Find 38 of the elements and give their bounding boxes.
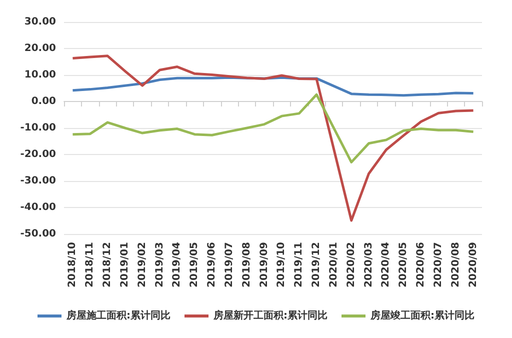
- x-tick-label: 2020/09: [468, 242, 479, 288]
- legend-label: 房屋施工面积:累计同比: [66, 310, 170, 322]
- x-tick-label: 2019/03: [154, 242, 166, 288]
- x-tick-label: 2018/11: [84, 242, 96, 288]
- y-tick-label: 0.00: [31, 96, 56, 107]
- y-tick-label: -40.00: [20, 202, 56, 213]
- y-tick-label: -20.00: [20, 149, 56, 160]
- y-tick-label: -50.00: [20, 228, 56, 240]
- x-tick-label: 2018/12: [102, 242, 114, 288]
- x-tick-label: 2019/06: [206, 242, 218, 288]
- x-tick-label: 2019/12: [311, 242, 322, 288]
- x-tick-label: 2019/11: [294, 242, 305, 288]
- legend-label: 房屋竣工面积:累计同比: [370, 310, 474, 322]
- x-tick-label: 2020/03: [363, 242, 374, 288]
- x-tick-label: 2020/05: [398, 242, 410, 288]
- x-tick-label: 2019/05: [189, 242, 200, 288]
- x-tick-label: 2019/08: [241, 242, 252, 288]
- x-tick-label: 2019/10: [276, 242, 288, 288]
- y-tick-label: 10.00: [24, 70, 56, 80]
- x-tick-label: 2020/04: [380, 242, 392, 288]
- y-tick-label: 30.00: [24, 16, 56, 28]
- x-tick-label: 2020/07: [432, 242, 444, 288]
- x-tick-label: 2019/01: [119, 242, 130, 288]
- line-series: [71, 93, 475, 164]
- y-tick-label: -30.00: [20, 176, 56, 186]
- x-tick-label: 2019/09: [258, 242, 270, 288]
- y-tick-label: 20.00: [24, 43, 56, 54]
- x-tick-label: 2019/04: [172, 242, 183, 288]
- x-tick-label: 2020/02: [346, 242, 357, 288]
- x-tick-label: 2020/01: [328, 242, 340, 288]
- x-tick-label: 2019/07: [224, 242, 235, 288]
- x-tick-label: 2020/08: [450, 242, 462, 288]
- x-tick-label: 2020/06: [416, 242, 427, 288]
- legend-label: 房屋新开工面积:累计同比: [212, 310, 328, 322]
- line-series: [71, 54, 475, 222]
- x-tick-label: 2019/02: [136, 242, 148, 288]
- x-tick-label: 2018/10: [67, 242, 78, 288]
- y-tick-label: -10.00: [20, 122, 56, 134]
